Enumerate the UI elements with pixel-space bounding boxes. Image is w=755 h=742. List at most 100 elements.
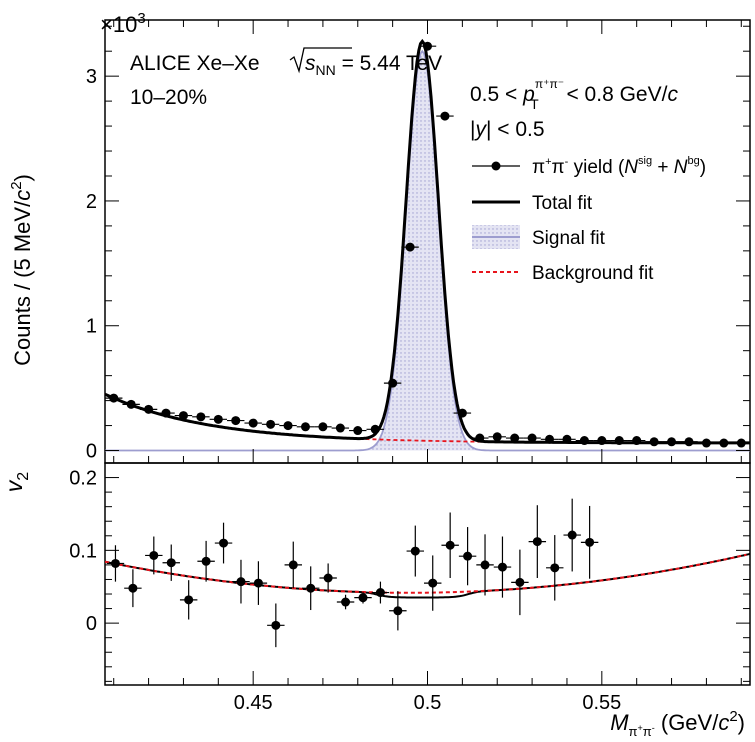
y-tick-label-bottom: 0.1 (69, 540, 97, 562)
v2-point (585, 537, 595, 547)
yield-point (457, 408, 467, 418)
signal-fit-fill (105, 51, 750, 451)
v2-point (480, 560, 490, 570)
yield-point (300, 422, 310, 432)
total-fit-line (105, 38, 750, 445)
v2-point (532, 537, 542, 547)
yield-point (632, 436, 642, 446)
v2-point (445, 540, 455, 550)
legend: π+π- yield (Nsig + Nbg) Total fit Signal… (472, 155, 706, 284)
svg-text:π+π- yield (Nsig + Nbg): π+π- yield (Nsig + Nbg) (532, 155, 706, 178)
legend-entry-signal-fit: Signal fit (472, 225, 606, 249)
yield-point (440, 111, 450, 121)
v2-point (497, 562, 507, 572)
v2-point (288, 560, 298, 570)
y-tick-label-bottom: 0 (86, 613, 97, 635)
yield-point (649, 437, 659, 447)
legend-entry-total-fit: Total fit (472, 193, 593, 214)
centrality-label: 10–20% (130, 86, 207, 109)
multiplier-label: ×103 (100, 10, 146, 37)
v2-point (219, 538, 229, 548)
v2-background-fit-line (105, 553, 747, 594)
x-tick-label: 0.5 (414, 692, 442, 714)
v2-point (128, 583, 138, 593)
x-tick-label: 0.55 (582, 692, 621, 714)
y-tick-label-top: 3 (86, 66, 97, 88)
yield-point (667, 437, 677, 447)
yield-point (492, 432, 502, 442)
v2-point (166, 558, 176, 568)
v2-point (463, 551, 473, 561)
yield-point (353, 426, 363, 436)
v2-point (306, 583, 316, 593)
y-tick-label-top: 1 (86, 316, 97, 338)
yield-point (370, 424, 380, 434)
v2-point (271, 620, 281, 630)
v2-point (428, 578, 438, 588)
yield-point (405, 242, 415, 252)
yield-point (736, 438, 746, 448)
svg-text:Background fit: Background fit (532, 263, 654, 284)
bottom-y-axis-label: v2 (1, 472, 32, 493)
y-tick-label-bottom: 0.2 (69, 468, 97, 490)
y-tick-label-top: 2 (86, 191, 97, 213)
v2-point (236, 577, 246, 587)
yield-point (335, 423, 345, 433)
v2-point (110, 558, 120, 568)
yield-point (475, 433, 485, 443)
yield-point (510, 433, 520, 443)
yield-point (388, 378, 398, 388)
yield-point (283, 421, 293, 431)
legend-entry-yield: π+π- yield (Nsig + Nbg) (472, 155, 706, 178)
legend-entry-background-fit: Background fit (472, 263, 654, 284)
yield-point (545, 434, 555, 444)
pt-range-label: 0.5 < pπ⁺π⁻ T < 0.8 GeV/c (470, 77, 678, 112)
rapidity-label: |y| < 0.5 (470, 118, 545, 141)
y-tick-label-top: 0 (86, 441, 97, 463)
yield-point (527, 433, 537, 443)
v2-point (323, 573, 333, 583)
yield-point (178, 411, 188, 421)
top-y-axis-label: Counts / (5 MeV/c2) (8, 174, 35, 366)
yield-point (579, 436, 589, 446)
v2-point (358, 593, 368, 603)
yield-point (126, 399, 136, 409)
yield-point (423, 41, 432, 51)
v2-point (341, 597, 351, 607)
v2-point (184, 595, 194, 605)
yield-point (266, 419, 276, 429)
v2-point (201, 556, 211, 566)
bottom-plot-area (105, 498, 750, 648)
yield-point (597, 436, 607, 446)
yield-point (318, 422, 328, 432)
sqrt-snn-label: sNN = 5.44 TeV (289, 47, 442, 78)
x-tick-label: 0.45 (234, 692, 273, 714)
svg-text:sNN = 5.44 TeV: sNN = 5.44 TeV (305, 52, 442, 78)
yield-point (231, 416, 241, 426)
yield-point (248, 418, 258, 428)
v2-point (567, 530, 577, 540)
yield-point (719, 438, 729, 448)
svg-text:Total fit: Total fit (532, 193, 593, 214)
system-label: ALICE Xe–Xe (130, 52, 260, 75)
v2-point (550, 563, 560, 573)
yield-point (684, 437, 694, 447)
yield-point (562, 434, 572, 444)
yield-point (213, 414, 223, 424)
yield-point (161, 408, 171, 418)
bottom-panel-frame (104, 462, 751, 686)
axes: 0.45 0.5 0.55 0 1 2 3 0 0.1 0.2 (69, 20, 750, 714)
v2-point (375, 588, 385, 598)
yield-point (701, 438, 711, 448)
v2-point (410, 546, 420, 556)
v2-point (253, 578, 263, 588)
v2-point (515, 577, 525, 587)
yield-point (144, 404, 154, 414)
top-plot-area (105, 38, 750, 452)
v2-point (393, 606, 403, 616)
v2-point (149, 550, 159, 560)
x-axis-label: Mπ+π- (GeV/c2) (610, 708, 745, 739)
yield-point (196, 412, 206, 422)
yield-point (109, 393, 119, 403)
